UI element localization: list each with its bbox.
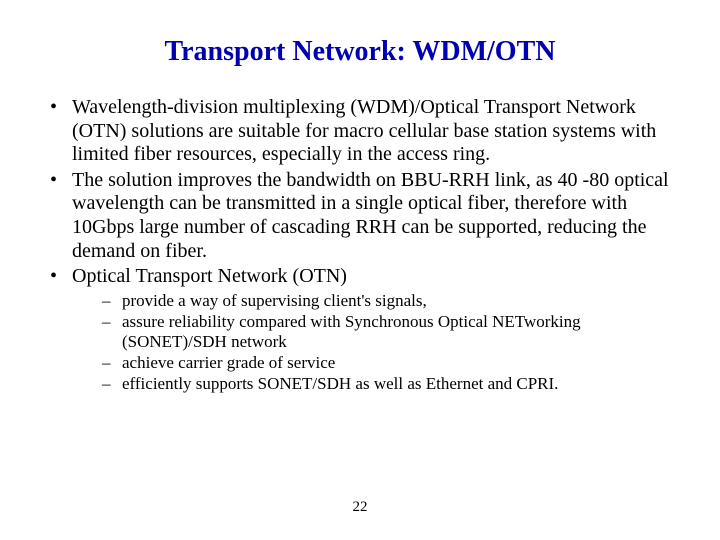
sub-bullet-text: efficiently supports SONET/SDH as well a… — [122, 374, 558, 393]
main-bullet-list: Wavelength-division multiplexing (WDM)/O… — [40, 96, 680, 394]
sub-bullet-text: assure reliability compared with Synchro… — [122, 312, 581, 351]
sub-bullet-item: achieve carrier grade of service — [72, 353, 680, 373]
bullet-text: Wavelength-division multiplexing (WDM)/O… — [72, 96, 656, 165]
bullet-item: Wavelength-division multiplexing (WDM)/O… — [40, 96, 680, 167]
sub-bullet-text: achieve carrier grade of service — [122, 353, 335, 372]
page-number: 22 — [0, 499, 720, 516]
slide-title: Transport Network: WDM/OTN — [40, 36, 680, 68]
bullet-text: The solution improves the bandwidth on B… — [72, 169, 669, 262]
sub-bullet-text: provide a way of supervising client's si… — [122, 291, 427, 310]
bullet-text: Optical Transport Network (OTN) — [72, 265, 347, 287]
bullet-item: Optical Transport Network (OTN) provide … — [40, 265, 680, 394]
sub-bullet-list: provide a way of supervising client's si… — [72, 291, 680, 394]
sub-bullet-item: efficiently supports SONET/SDH as well a… — [72, 374, 680, 394]
sub-bullet-item: provide a way of supervising client's si… — [72, 291, 680, 311]
sub-bullet-item: assure reliability compared with Synchro… — [72, 312, 680, 352]
bullet-item: The solution improves the bandwidth on B… — [40, 169, 680, 263]
